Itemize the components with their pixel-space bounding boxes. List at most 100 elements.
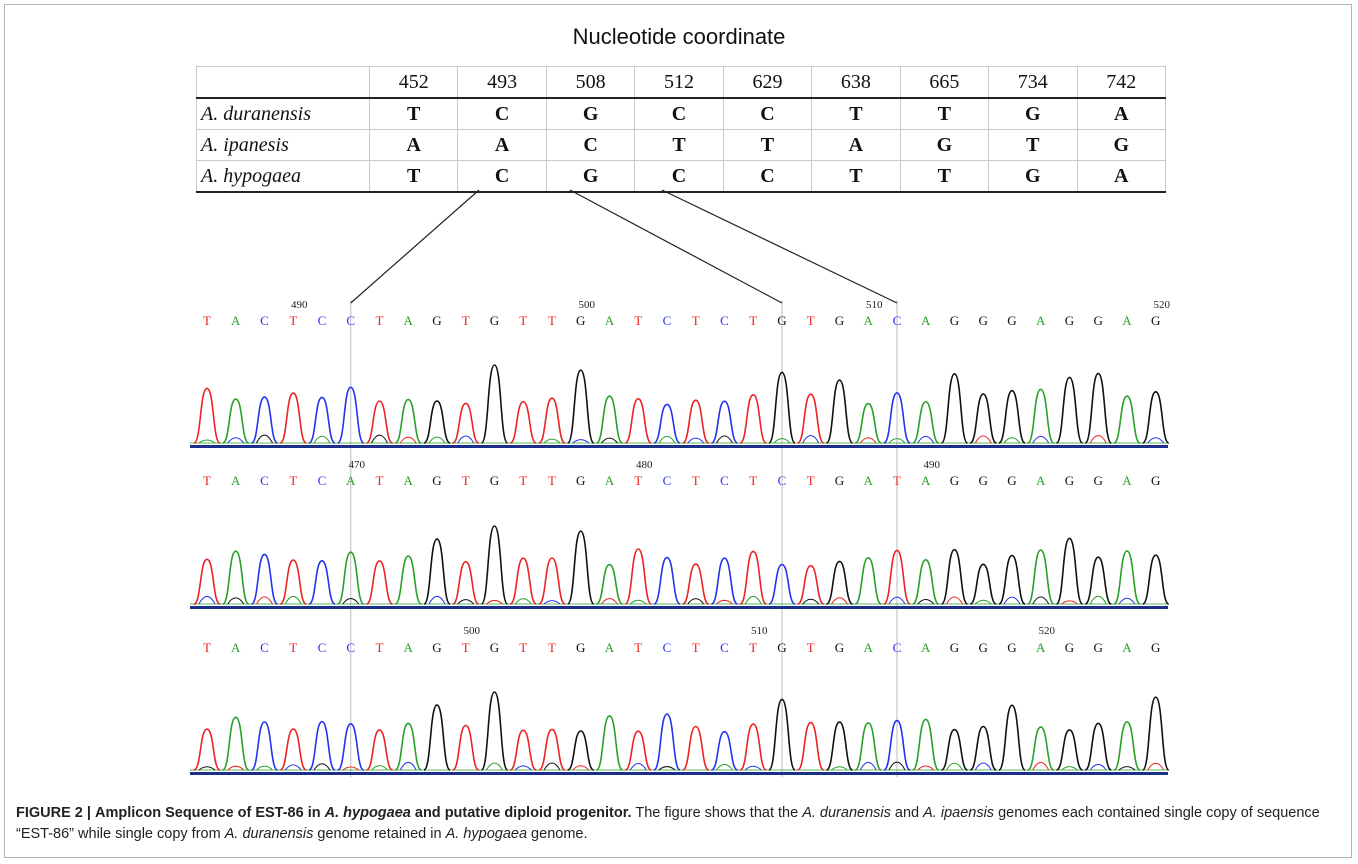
trace-peak (710, 557, 739, 605)
trace-noise (802, 598, 820, 605)
base-call: T (376, 640, 384, 655)
base-call: A (404, 473, 414, 488)
base-call: G (432, 313, 441, 328)
trace-noise (1147, 437, 1165, 444)
trace-peak (308, 560, 336, 605)
trace-noise (227, 765, 245, 771)
trace-noise (428, 436, 446, 444)
trace-noise (974, 762, 992, 771)
trace-peak (854, 402, 882, 444)
trace-peak (969, 393, 998, 444)
trace-peak (681, 725, 710, 771)
base-call: T (548, 473, 556, 488)
trace-noise (744, 765, 762, 771)
base-call: G (1151, 473, 1160, 488)
trace-peak (825, 560, 854, 605)
base-call: T (807, 313, 815, 328)
trace-noise (831, 766, 848, 771)
base-call: G (1094, 640, 1103, 655)
trace-noise (744, 595, 762, 605)
caption-title: Amplicon Sequence of EST-86 in A. hypoga… (95, 805, 632, 821)
base-cell: G (899, 129, 990, 161)
trace-peak (1113, 395, 1141, 444)
trace-peak (1084, 556, 1113, 605)
trace-peak (768, 698, 796, 771)
coordinate-cell: 734 (988, 66, 1078, 99)
base-call: T (203, 640, 211, 655)
trace-noise (1032, 761, 1050, 771)
trace-noise (888, 438, 906, 444)
base-call: C (346, 640, 355, 655)
trace-noise (514, 598, 532, 605)
base-call: G (490, 640, 499, 655)
coordinate-cell: 452 (368, 66, 459, 99)
trace-noise (543, 438, 561, 444)
base-call: A (231, 640, 241, 655)
trace-peak (941, 728, 968, 771)
base-call: G (576, 313, 585, 328)
trace-noise (1118, 597, 1136, 605)
trace-peak (796, 393, 825, 444)
base-call: T (692, 640, 700, 655)
base-cell: C (457, 97, 547, 130)
base-call: A (404, 640, 414, 655)
trace-noise (256, 596, 273, 605)
trace-peak (250, 721, 279, 771)
base-call: A (1122, 473, 1132, 488)
base-call: G (835, 640, 844, 655)
base-cell: G (545, 97, 636, 130)
trace-peak (336, 723, 365, 771)
base-cell: C (545, 129, 636, 161)
trace-noise (543, 762, 561, 771)
trace-noise (716, 763, 733, 771)
base-call: A (605, 640, 615, 655)
trace-peak (911, 400, 940, 444)
trace-peak (365, 400, 394, 444)
trace-peak (566, 369, 595, 444)
trace-noise (888, 596, 906, 605)
trace-noise (198, 439, 216, 444)
coordinate-cell: 508 (545, 66, 636, 99)
base-call: C (893, 640, 902, 655)
position-label: 490 (291, 299, 308, 311)
trace-noise (716, 599, 733, 605)
base-call: A (864, 473, 874, 488)
base-call: T (462, 313, 470, 328)
trace-peak (250, 553, 279, 605)
trace-peak (998, 554, 1026, 605)
trace-peak (538, 557, 566, 605)
base-call: G (979, 473, 988, 488)
trace-noise (198, 595, 216, 605)
base-cell: T (722, 129, 813, 161)
position-label: 520 (1039, 625, 1056, 637)
base-call: G (490, 473, 499, 488)
trace-peak (566, 530, 595, 605)
trace-peak (710, 400, 739, 444)
chromatogram-panel: T A C T C C T A G T G T T G A T C T C T G T G A C A G G G A G G A G 490 500… (190, 189, 1171, 777)
base-call: T (376, 473, 384, 488)
base-cell: G (988, 97, 1078, 130)
base-call: G (1094, 473, 1103, 488)
trace-noise (284, 764, 302, 771)
trace-noise (543, 600, 561, 605)
connector-line (569, 189, 783, 304)
trace-noise (859, 437, 877, 444)
base-call: G (950, 640, 959, 655)
base-call: A (864, 313, 874, 328)
base-call: A (605, 473, 615, 488)
base-call: T (289, 313, 297, 328)
trace-peak (883, 549, 911, 605)
base-call: G (1065, 473, 1074, 488)
base-call: G (432, 640, 441, 655)
base-call: C (318, 640, 327, 655)
base-call: T (893, 473, 901, 488)
base-call: G (1065, 313, 1074, 328)
base-cell: T (811, 160, 901, 193)
trace-noise (917, 598, 935, 605)
trace-peak (1141, 554, 1170, 605)
trace-noise (428, 595, 446, 605)
base-call: G (950, 313, 959, 328)
snp-table: 452 493 508 512 629 638 665 734 742 A. d… (196, 66, 1166, 193)
trace-peak (423, 400, 451, 444)
trace-peak (797, 564, 825, 605)
